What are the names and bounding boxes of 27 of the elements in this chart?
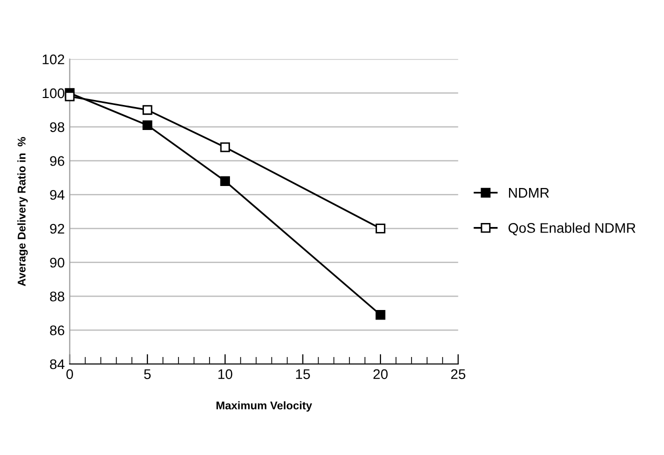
x-tick-label: 20: [373, 369, 388, 380]
y-axis-title: Average Delivery Ratio in %: [17, 137, 28, 286]
y-tick-label: 98: [50, 122, 64, 132]
x-tick-label: 0: [66, 369, 74, 380]
y-tick-label: 90: [50, 258, 64, 268]
y-tick-label: 86: [50, 325, 64, 336]
x-tick-label: 10: [218, 369, 232, 380]
y-tick-label: 92: [50, 224, 64, 234]
point: [142, 105, 152, 115]
x-tick-label: 15: [296, 369, 310, 380]
point: [220, 176, 230, 186]
x-tick-label: 5: [144, 369, 151, 380]
legend-label: QoS Enabled NDMR: [508, 222, 636, 236]
y-tick-label: 96: [50, 156, 64, 166]
y-tick-label: 100: [42, 88, 64, 98]
x-tick-label: 25: [451, 369, 466, 380]
legend-label: NDMR: [509, 188, 549, 198]
y-tick-label: 88: [50, 292, 64, 302]
x-axis-title: Maximum Velocity: [216, 401, 312, 412]
point: [64, 92, 75, 102]
point: [220, 142, 230, 152]
point: [376, 310, 386, 320]
point: [142, 120, 152, 130]
y-tick-label: 102: [42, 54, 64, 64]
point: [376, 224, 386, 234]
y-tick-label: 84: [50, 359, 64, 370]
y-tick-label: 94: [50, 190, 64, 200]
